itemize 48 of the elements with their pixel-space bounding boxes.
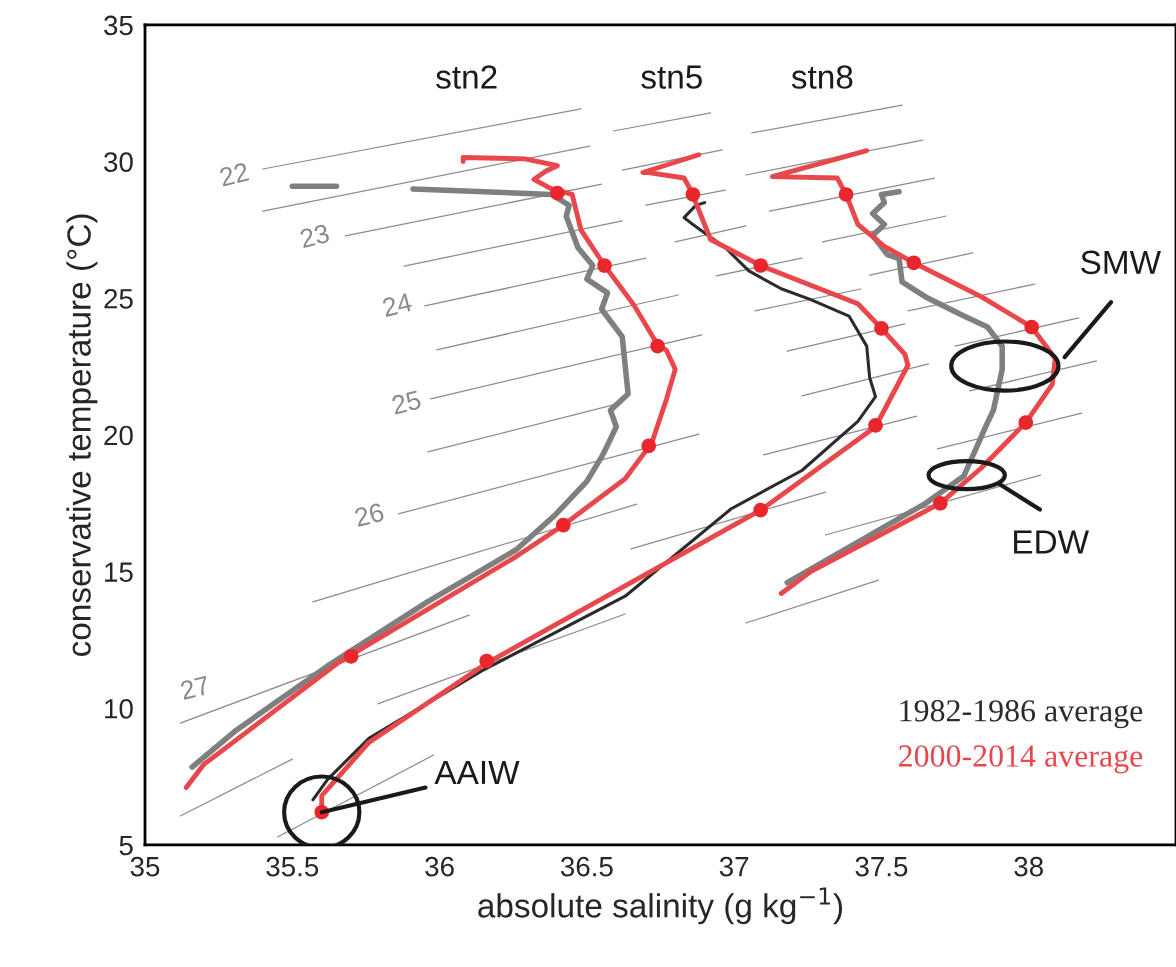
annotation: stn5 — [641, 65, 702, 89]
annotation: EDW — [1014, 530, 1089, 554]
y-tick-label: 10 — [105, 698, 133, 719]
point — [906, 255, 922, 271]
point — [874, 321, 889, 336]
point — [650, 338, 665, 354]
point — [479, 653, 494, 669]
text: 1982-1986 average — [900, 700, 1143, 729]
point — [343, 649, 359, 664]
annotation: 23 — [299, 223, 330, 249]
x-tick-label: 37 — [719, 856, 749, 877]
x-tick-label: 38 — [1014, 856, 1043, 877]
x-tick-label: 35.5 — [266, 856, 319, 877]
y-tick-label: 25 — [104, 288, 133, 309]
point — [550, 185, 565, 201]
line-series — [183, 155, 678, 790]
annotation: SMW — [1081, 250, 1161, 275]
x-tick-label: 36 — [425, 856, 454, 877]
point — [838, 187, 854, 202]
annotation: 27 — [179, 675, 211, 700]
y-axis-title: conservative temperature (°C) — [66, 214, 98, 657]
point — [753, 502, 768, 518]
annotation: 24 — [381, 292, 413, 317]
point — [1024, 319, 1039, 335]
point — [753, 258, 768, 273]
x-tick-label: 36.5 — [560, 856, 613, 877]
x-tick-label: 35 — [130, 856, 160, 877]
annotation: stn2 — [436, 65, 497, 89]
annotation: 22 — [218, 162, 250, 187]
y-tick-label: 5 — [119, 835, 133, 856]
point — [641, 438, 656, 454]
x-axis-title: absolute salinity (g kg$^{−1}$) — [478, 887, 843, 925]
annotation: stn8 — [791, 65, 853, 89]
point — [597, 258, 612, 273]
point — [1018, 415, 1034, 430]
annotation: 26 — [354, 502, 385, 528]
x-tick-label: 37.5 — [855, 856, 908, 877]
point — [868, 418, 883, 433]
text: 2000-2014 average — [899, 745, 1143, 774]
y-tick-label: 20 — [104, 425, 133, 446]
y-tick-label: 30 — [104, 152, 133, 172]
point — [556, 517, 571, 533]
point — [685, 187, 701, 202]
y-tick-label: 35 — [104, 15, 133, 36]
annotation: AAIW — [434, 760, 520, 784]
annotation: 25 — [391, 390, 422, 415]
point — [933, 496, 948, 511]
y-tick-label: 15 — [105, 562, 133, 582]
